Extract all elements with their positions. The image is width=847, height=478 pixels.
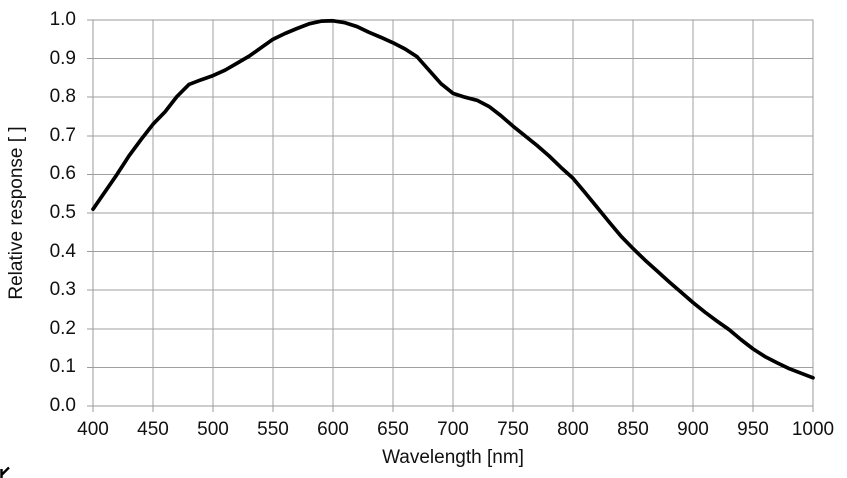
x-tick-label: 650	[377, 419, 409, 440]
y-tick-label: 0.9	[49, 47, 76, 69]
plot-area	[87, 18, 815, 412]
x-tick-label: 500	[197, 419, 229, 440]
y-axis-label: Relative response [ ]	[6, 126, 27, 300]
x-tick-label: 450	[137, 419, 169, 440]
x-tick-label: 800	[557, 419, 589, 440]
x-tick-label: 700	[437, 419, 469, 440]
x-tick-label: 550	[257, 419, 289, 440]
x-axis-label: Wavelength [nm]	[382, 447, 524, 468]
x-tick-label: 950	[737, 419, 769, 440]
y-tick-label: 0.7	[49, 124, 76, 146]
y-tick-label: 1.0	[49, 9, 76, 30]
x-tick-label: 850	[617, 419, 649, 440]
y-tick-label: 0.1	[49, 356, 76, 378]
y-tick-label: 0.4	[49, 240, 76, 262]
x-tick-label: 1000	[791, 419, 835, 440]
response-curve	[91, 18, 815, 380]
y-tick-label: 0.8	[49, 86, 76, 108]
y-tick-label: 0.6	[49, 163, 76, 185]
plot-frame	[92, 19, 814, 407]
x-tick-label: 750	[497, 419, 529, 440]
axis-ticks	[87, 19, 814, 412]
x-tick-label: 600	[317, 419, 349, 440]
y-tick-label: 0.0	[49, 395, 76, 416]
y-tick-label: 0.2	[49, 317, 76, 339]
y-tick-label: 0.3	[49, 279, 76, 301]
x-tick-label: 400	[77, 419, 109, 440]
x-tick-label: 900	[677, 419, 709, 440]
y-tick-label: 0.5	[49, 202, 76, 223]
corner-artifact	[0, 466, 10, 478]
